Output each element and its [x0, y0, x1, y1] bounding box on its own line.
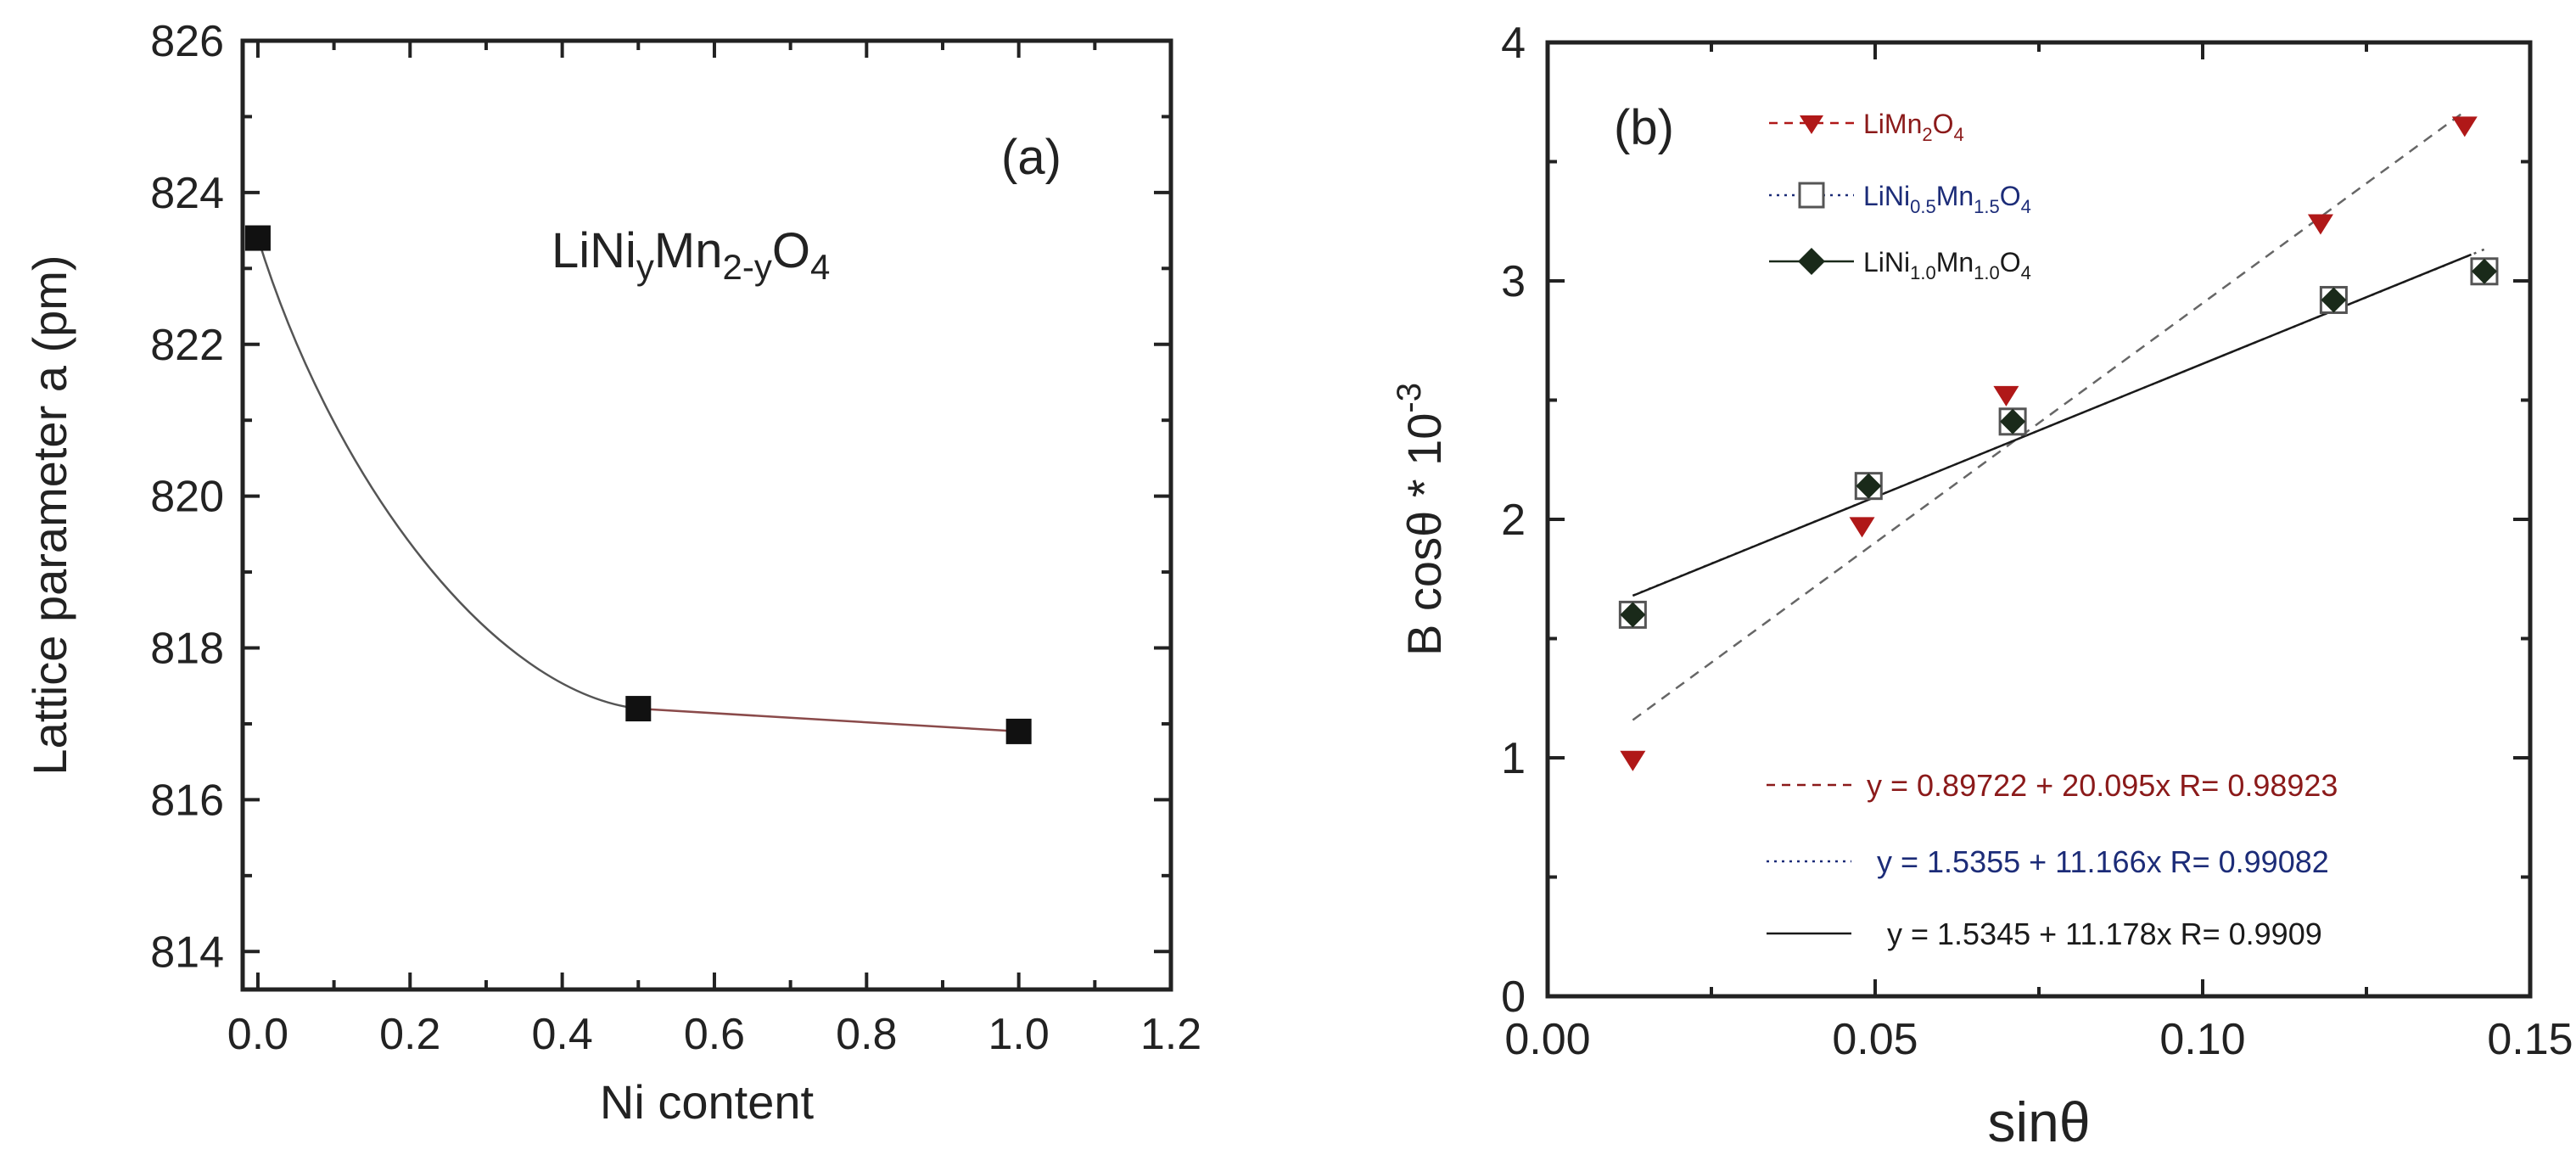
legend-text-part: LiMn [1863, 109, 1922, 139]
data-point-diamond [2321, 287, 2347, 313]
data-point-triangle [1620, 750, 1646, 771]
fit-curve-segment [638, 707, 1019, 733]
x-axis-title-a: Ni content [600, 1075, 815, 1129]
data-point-triangle [2451, 116, 2478, 137]
data-points-a [244, 225, 1032, 744]
legend-text-part: Mn [1936, 247, 1974, 277]
fit-curve-a [256, 238, 1019, 733]
x-tick-label-b: 0.00 [1504, 1015, 1590, 1064]
legend-subscript: 1.5 [1974, 196, 2000, 217]
legend-label-limn2o4: LiMn2O4 [1863, 109, 1964, 145]
data-point-diamond [1856, 473, 1882, 499]
panel-label-b: (b) [1614, 100, 1674, 155]
fit-equation-lini05: y = 1.5355 + 11.166x R= 0.99082 [1877, 844, 2329, 879]
legend-text-part: O [2000, 247, 2021, 277]
legend-subscript: 1.0 [1910, 262, 1936, 283]
x-tick-label-a: 0.2 [379, 1010, 440, 1059]
fit-lines-b [1632, 110, 2485, 721]
data-point-a [244, 225, 271, 251]
formula-subscript: y [636, 247, 654, 287]
legend-text-part: LiNi [1863, 247, 1910, 277]
y-tick-label-b: 4 [1501, 19, 1526, 68]
y-tick-label-a: 818 [150, 625, 224, 674]
x-tick-label-a: 0.6 [684, 1010, 745, 1059]
data-point-diamond [2471, 258, 2497, 284]
legend-subscript: 4 [2021, 262, 2031, 283]
data-point-triangle [1993, 385, 2019, 406]
x-tick-label-a: 0.4 [531, 1010, 592, 1059]
legend-marker-diamond [1798, 248, 1825, 275]
y-axis-title-b: B cosθ * 10-3 [1391, 383, 1451, 656]
legend-entry-lini10: LiNi1.0Mn1.0O4 [1769, 247, 2031, 283]
legend-entry-lini05: LiNi0.5Mn1.5O4 [1769, 181, 2031, 217]
x-tick-label-a: 1.0 [988, 1010, 1050, 1059]
fit-curve-segment [256, 238, 639, 710]
compound-annotation: LiNiyMn2-yO4 [552, 223, 830, 287]
legend-text-part: O [1933, 109, 1954, 139]
ticks-b [1546, 41, 2532, 998]
data-points-b [1618, 116, 2499, 771]
legend-marker-open-square [1798, 182, 1825, 209]
legend-subscript: 4 [2021, 196, 2031, 217]
legend: LiMn2O4 LiNi0.5Mn1.5O4 LiNi1.0Mn1.0O4 [1769, 109, 2031, 283]
data-point-triangle [2307, 214, 2333, 235]
y-axis-title-b-exponent: -3 [1391, 383, 1428, 413]
fit-line [1632, 110, 2466, 721]
y-tick-label-a: 826 [150, 17, 224, 66]
data-point-a [625, 696, 652, 722]
legend-subscript: 4 [1954, 124, 1964, 145]
y-tick-label-a: 814 [150, 928, 224, 977]
plot-frame-a [240, 38, 1173, 992]
fit-equation-limn2o4: y = 0.89722 + 20.095x R= 0.98923 [1867, 768, 2338, 803]
data-point-a [1005, 718, 1032, 744]
y-axis-title-b-main: B cosθ * 10 [1397, 413, 1451, 656]
y-axis-title-a: Lattice parameter a (pm) [23, 255, 76, 775]
y-tick-label-a: 816 [150, 776, 224, 825]
formula-part: Mn [654, 223, 723, 278]
legend-entry-limn2o4: LiMn2O4 [1769, 109, 1964, 145]
formula-subscript: 4 [810, 247, 830, 287]
fit-equation-lini10: y = 1.5345 + 11.178x R= 0.9909 [1887, 917, 2322, 951]
formula-part: LiNi [552, 223, 636, 278]
legend-text-part: O [2000, 181, 2021, 211]
data-point-diamond [1620, 602, 1646, 628]
legend-subscript: 0.5 [1910, 196, 1936, 217]
fit-equations: y = 0.89722 + 20.095x R= 0.98923 y = 1.5… [1767, 768, 2338, 951]
data-point-diamond [2000, 408, 2026, 434]
y-tick-label-a: 820 [150, 473, 224, 522]
x-tick-label-a: 0.8 [836, 1010, 897, 1059]
x-axis-title-b: sinθ [1987, 1090, 2090, 1153]
formula-part: O [772, 223, 810, 278]
y-tick-label-a: 822 [150, 321, 224, 370]
tick-labels-a: 0.0 0.2 0.4 0.6 0.8 1.0 1.2 814 816 818 820 822 824 8… [150, 17, 1201, 1059]
x-tick-label-b: 0.05 [1832, 1015, 1918, 1064]
x-tick-label-a: 1.2 [1140, 1010, 1201, 1059]
legend-label-lini10: LiNi1.0Mn1.0O4 [1863, 247, 2031, 283]
x-tick-label-b: 0.10 [2159, 1015, 2245, 1064]
legend-text-part: LiNi [1863, 181, 1910, 211]
panel-label-a: (a) [1001, 130, 1061, 185]
tick-labels-b: 0.00 0.05 0.10 0.15 0 1 2 3 4 [1501, 19, 2573, 1064]
y-tick-label-b: 1 [1501, 734, 1526, 783]
y-tick-label-a: 824 [150, 169, 224, 218]
formula-subscript: 2-y [723, 247, 772, 287]
x-tick-label-a: 0.0 [227, 1010, 288, 1059]
y-tick-label-b: 3 [1501, 257, 1526, 306]
legend-text-part: Mn [1936, 181, 1974, 211]
y-tick-label-b: 0 [1501, 973, 1526, 1022]
x-tick-label-b: 0.15 [2487, 1015, 2573, 1064]
legend-marker-triangle [1800, 115, 1823, 134]
ticks-a [243, 39, 1173, 989]
y-tick-label-b: 2 [1501, 496, 1526, 545]
legend-subscript: 1.0 [1974, 262, 2000, 283]
legend-label-lini05: LiNi0.5Mn1.5O4 [1863, 181, 2031, 217]
legend-subscript: 2 [1922, 124, 1932, 145]
panel-a: 0.0 0.2 0.4 0.6 0.8 1.0 1.2 814 816 818 820 822 824 8… [23, 17, 1201, 1129]
data-point-triangle [1849, 517, 1875, 538]
